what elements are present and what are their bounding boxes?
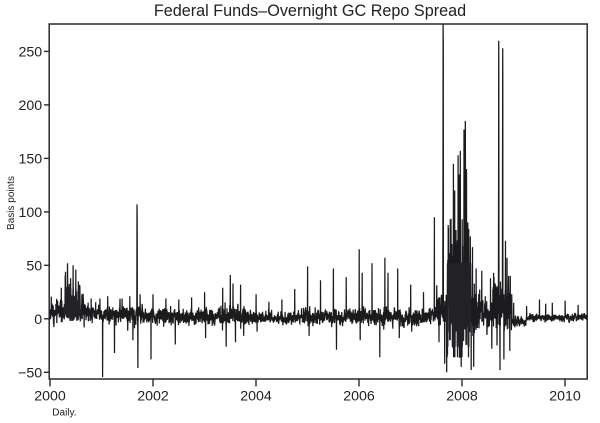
svg-text:−50: −50	[18, 365, 42, 381]
svg-text:2004: 2004	[240, 389, 272, 405]
svg-text:Federal Funds–Overnight GC Rep: Federal Funds–Overnight GC Repo Spread	[154, 2, 466, 20]
svg-text:2000: 2000	[34, 389, 66, 405]
svg-text:2002: 2002	[137, 389, 169, 405]
svg-text:50: 50	[26, 258, 42, 274]
svg-text:Basis points: Basis points	[6, 176, 17, 230]
svg-text:2006: 2006	[343, 389, 375, 405]
svg-text:2008: 2008	[446, 389, 478, 405]
svg-text:0: 0	[34, 312, 42, 328]
svg-text:150: 150	[19, 151, 43, 167]
svg-text:100: 100	[19, 205, 43, 221]
svg-text:Daily.: Daily.	[52, 407, 76, 418]
svg-text:200: 200	[19, 98, 43, 114]
svg-text:2010: 2010	[549, 389, 581, 405]
svg-text:250: 250	[19, 44, 43, 60]
